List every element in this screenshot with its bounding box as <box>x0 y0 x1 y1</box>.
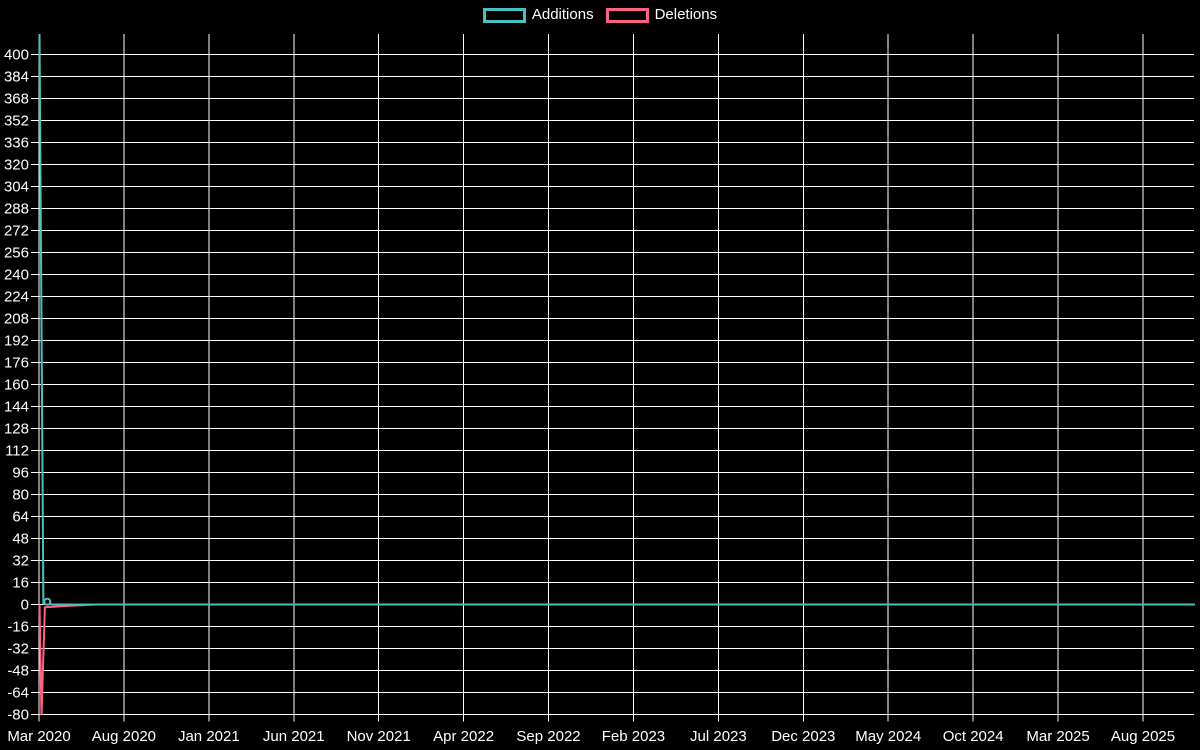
x-tick-label: Jul 2023 <box>690 728 747 745</box>
x-tick-label: Aug 2025 <box>1111 728 1175 745</box>
y-tick-label: 32 <box>12 553 29 570</box>
y-tick-label: 352 <box>4 113 29 130</box>
y-tick-label: 16 <box>12 575 29 592</box>
y-tick-label: -32 <box>7 641 29 658</box>
y-tick-label: 0 <box>21 597 29 614</box>
y-tick-label: 160 <box>4 377 29 394</box>
x-tick-label: Nov 2021 <box>347 728 411 745</box>
y-tick-label: 288 <box>4 201 29 218</box>
axis-ticks <box>31 54 1144 722</box>
x-tick-label: Feb 2023 <box>602 728 665 745</box>
legend-item-additions[interactable]: Additions <box>482 6 594 23</box>
y-tick-label: 272 <box>4 223 29 240</box>
y-axis-labels: 4003843683523363203042882722562402242081… <box>4 47 29 724</box>
additions-point-marker <box>43 597 52 606</box>
x-tick-label: Mar 2025 <box>1026 728 1089 745</box>
additions-legend-swatch <box>482 7 526 23</box>
y-tick-label: 96 <box>12 465 29 482</box>
y-tick-label: 64 <box>12 509 29 526</box>
x-tick-label: Dec 2023 <box>771 728 835 745</box>
x-tick-label: May 2024 <box>855 728 921 745</box>
y-tick-label: 48 <box>12 531 29 548</box>
legend-item-deletions[interactable]: Deletions <box>605 6 718 23</box>
y-tick-label: 144 <box>4 399 29 416</box>
chart-legend: Additions Deletions <box>0 7 1200 23</box>
deletions-line <box>38 603 1195 716</box>
y-tick-label: 256 <box>4 245 29 262</box>
x-tick-label: Jan 2021 <box>178 728 240 745</box>
x-axis-labels: Mar 2020 Aug 2020 Jan 2021 Jun 2021 Nov 2021… <box>7 728 1175 745</box>
x-tick-label: Sep 2022 <box>516 728 580 745</box>
x-tick-label: Apr 2022 <box>433 728 494 745</box>
y-tick-label: 368 <box>4 91 29 108</box>
y-tick-label: 128 <box>4 421 29 438</box>
y-tick-label: 208 <box>4 311 29 328</box>
y-tick-label: 192 <box>4 333 29 350</box>
additions-legend-label: Additions <box>531 6 594 23</box>
y-tick-label: 320 <box>4 157 29 174</box>
x-tick-label: Mar 2020 <box>7 728 70 745</box>
y-tick-label: 80 <box>12 487 29 504</box>
gridlines <box>38 34 1194 715</box>
y-tick-label: 384 <box>4 69 29 86</box>
y-tick-label: 336 <box>4 135 29 152</box>
x-tick-label: Aug 2020 <box>92 728 156 745</box>
y-tick-label: 112 <box>5 443 29 460</box>
x-tick-label: Oct 2024 <box>943 728 1004 745</box>
deletions-legend-label: Deletions <box>654 6 718 23</box>
y-tick-label: -48 <box>7 663 29 680</box>
deletions-legend-swatch <box>605 7 649 23</box>
y-tick-label: -64 <box>7 685 29 702</box>
y-tick-label: 176 <box>4 355 29 372</box>
y-tick-label: -80 <box>7 707 29 724</box>
y-tick-label: 400 <box>4 47 29 64</box>
x-tick-label: Jun 2021 <box>263 728 325 745</box>
y-tick-label: 224 <box>4 289 29 306</box>
y-tick-label: -16 <box>7 619 29 636</box>
y-tick-label: 240 <box>4 267 29 284</box>
y-tick-label: 304 <box>4 179 29 196</box>
